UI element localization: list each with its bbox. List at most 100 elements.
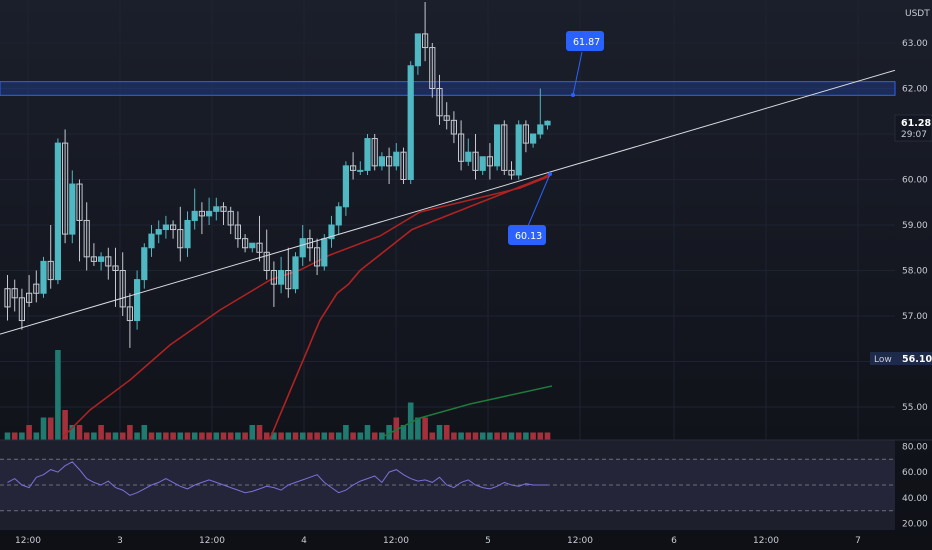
candle[interactable]	[328, 215, 335, 248]
candle[interactable]	[69, 170, 76, 244]
candle[interactable]	[227, 206, 234, 235]
resistance-zone[interactable]	[0, 81, 896, 96]
trendline[interactable]	[0, 69, 896, 335]
candle[interactable]	[486, 143, 493, 180]
candle[interactable]	[335, 202, 342, 235]
candle[interactable]	[515, 120, 522, 180]
candle[interactable]	[270, 261, 277, 307]
volume-ma-line	[383, 385, 553, 437]
volume-bar	[487, 432, 493, 440]
candle[interactable]	[501, 120, 508, 175]
countdown-label: 29:07	[901, 130, 927, 140]
candle[interactable]	[40, 256, 47, 298]
candle[interactable]	[314, 238, 321, 276]
candle[interactable]	[537, 88, 544, 139]
candle[interactable]	[400, 147, 407, 185]
candle[interactable]	[162, 215, 170, 239]
volume-bar	[429, 432, 436, 440]
candle-body	[11, 288, 18, 299]
candle[interactable]	[90, 243, 98, 266]
candle[interactable]	[458, 120, 465, 171]
candle[interactable]	[76, 179, 83, 262]
time-axis[interactable]: 12:00 3 12:00 4 12:00 5 12:00 6 12:00 7	[15, 536, 861, 546]
callout-lower[interactable]: 60.13	[508, 172, 552, 245]
candle[interactable]	[119, 252, 126, 316]
candle[interactable]	[429, 43, 436, 98]
candle[interactable]	[26, 275, 33, 307]
volume-bar	[263, 432, 270, 440]
candle[interactable]	[206, 197, 213, 225]
candle[interactable]	[299, 225, 306, 266]
candle[interactable]	[105, 247, 112, 280]
candle[interactable]	[170, 220, 177, 239]
candle[interactable]	[83, 202, 90, 271]
candle[interactable]	[407, 61, 414, 185]
candle[interactable]	[134, 270, 141, 330]
candle-body	[292, 256, 299, 290]
candle[interactable]	[18, 288, 25, 330]
candle[interactable]	[11, 279, 18, 312]
volume-bars	[4, 175, 553, 440]
candle[interactable]	[148, 225, 155, 257]
candle[interactable]	[141, 243, 148, 289]
price-axis[interactable]: USDT 63.0062.0061.0060.0059.0058.0057.00…	[902, 9, 930, 530]
candle[interactable]	[364, 134, 371, 175]
candle[interactable]	[508, 161, 515, 180]
candle[interactable]	[112, 247, 119, 307]
callout-upper[interactable]: 61.87	[566, 31, 604, 97]
candle[interactable]	[414, 33, 421, 75]
candle[interactable]	[465, 138, 472, 166]
candle[interactable]	[443, 102, 450, 130]
volume-bar	[479, 432, 486, 440]
candle[interactable]	[436, 74, 443, 125]
candle[interactable]	[386, 147, 393, 185]
candle[interactable]	[378, 152, 385, 171]
candle[interactable]	[285, 247, 292, 298]
candle[interactable]	[98, 252, 105, 271]
candle[interactable]	[292, 252, 299, 294]
volume-bar	[508, 432, 515, 440]
candle[interactable]	[350, 152, 357, 180]
candle[interactable]	[220, 202, 227, 225]
candle[interactable]	[213, 197, 220, 221]
candle[interactable]	[494, 124, 501, 171]
candle[interactable]	[256, 215, 263, 262]
candle[interactable]	[4, 275, 11, 321]
candle[interactable]	[450, 111, 457, 144]
time-tick-label: 4	[301, 536, 307, 546]
candlesticks[interactable]	[4, 2, 551, 348]
candle[interactable]	[198, 202, 206, 235]
volume-bar	[328, 432, 335, 440]
candle[interactable]	[278, 256, 285, 294]
candle[interactable]	[530, 133, 537, 148]
candle[interactable]	[234, 211, 242, 248]
candle[interactable]	[177, 206, 184, 262]
candle[interactable]	[191, 188, 198, 230]
volume-bar	[55, 350, 61, 440]
candle-body	[371, 138, 378, 167]
candle[interactable]	[342, 161, 349, 216]
candle[interactable]	[393, 143, 400, 171]
candle[interactable]	[62, 129, 69, 244]
candle[interactable]	[33, 270, 40, 303]
candle[interactable]	[479, 156, 486, 175]
candle[interactable]	[371, 134, 378, 171]
candle-body	[479, 156, 486, 171]
candle[interactable]	[544, 120, 551, 130]
candle-body	[4, 288, 11, 308]
candle[interactable]	[422, 2, 429, 62]
candle[interactable]	[155, 220, 162, 244]
candle-body	[458, 133, 465, 162]
candle[interactable]	[263, 229, 270, 280]
candle[interactable]	[522, 120, 529, 153]
candle[interactable]	[47, 225, 54, 289]
candle[interactable]	[472, 134, 479, 180]
candle[interactable]	[184, 211, 191, 257]
candle-body	[386, 156, 393, 167]
candle[interactable]	[54, 138, 61, 285]
candle[interactable]	[242, 234, 249, 253]
candle[interactable]	[126, 293, 134, 348]
candle[interactable]	[249, 242, 256, 253]
candle[interactable]	[357, 161, 364, 175]
